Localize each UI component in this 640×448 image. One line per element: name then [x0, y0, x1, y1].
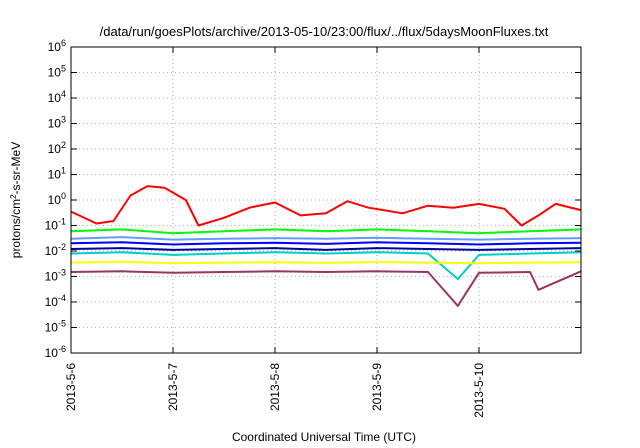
x-tick-label: 2013-5-9	[370, 363, 384, 411]
x-tick-label: 2013-5-6	[64, 363, 78, 411]
y-tick-label: 104	[48, 89, 66, 105]
y-tick-label: 10-6	[45, 344, 66, 360]
series-line-5	[70, 251, 582, 280]
x-tick-label: 2013-5-8	[268, 363, 282, 411]
series-line-1	[70, 228, 582, 235]
y-tick-label: 102	[48, 140, 66, 156]
y-tick-label: 103	[48, 115, 66, 131]
series-line-0	[70, 185, 582, 227]
y-tick-label: 106	[48, 38, 66, 54]
series-line-3	[70, 241, 582, 246]
ticks: 10-6 10-5 10-4 10-3 10-2 10-1 100 101 102 103 104 1…	[45, 38, 581, 418]
x-axis-label: Coordinated Universal Time (UTC)	[232, 430, 416, 444]
y-tick-label: 105	[48, 64, 66, 80]
x-tick-label: 2013-5-10	[472, 363, 486, 418]
y-tick-label: 10-3	[45, 268, 66, 284]
y-tick-label: 10-1	[45, 217, 66, 233]
y-tick-label: 10-2	[45, 242, 66, 258]
series-line-6	[70, 260, 582, 265]
grid	[71, 47, 581, 353]
plot-frame	[70, 46, 582, 354]
x-tick-label: 2013-5-7	[166, 363, 180, 411]
y-tick-label: 10-4	[45, 293, 66, 309]
y-tick-label: 10-5	[45, 319, 66, 335]
series-line-7	[70, 270, 582, 307]
y-tick-label: 100	[48, 191, 66, 207]
series-line-2	[70, 236, 582, 241]
y-axis-label: protons/cm2-s-sr-MeV	[9, 142, 24, 258]
series-line-4	[70, 247, 582, 251]
chart-title: /data/run/goesPlots/archive/2013-05-10/2…	[100, 24, 549, 39]
y-tick-label: 101	[48, 166, 66, 182]
series-group	[70, 185, 582, 307]
